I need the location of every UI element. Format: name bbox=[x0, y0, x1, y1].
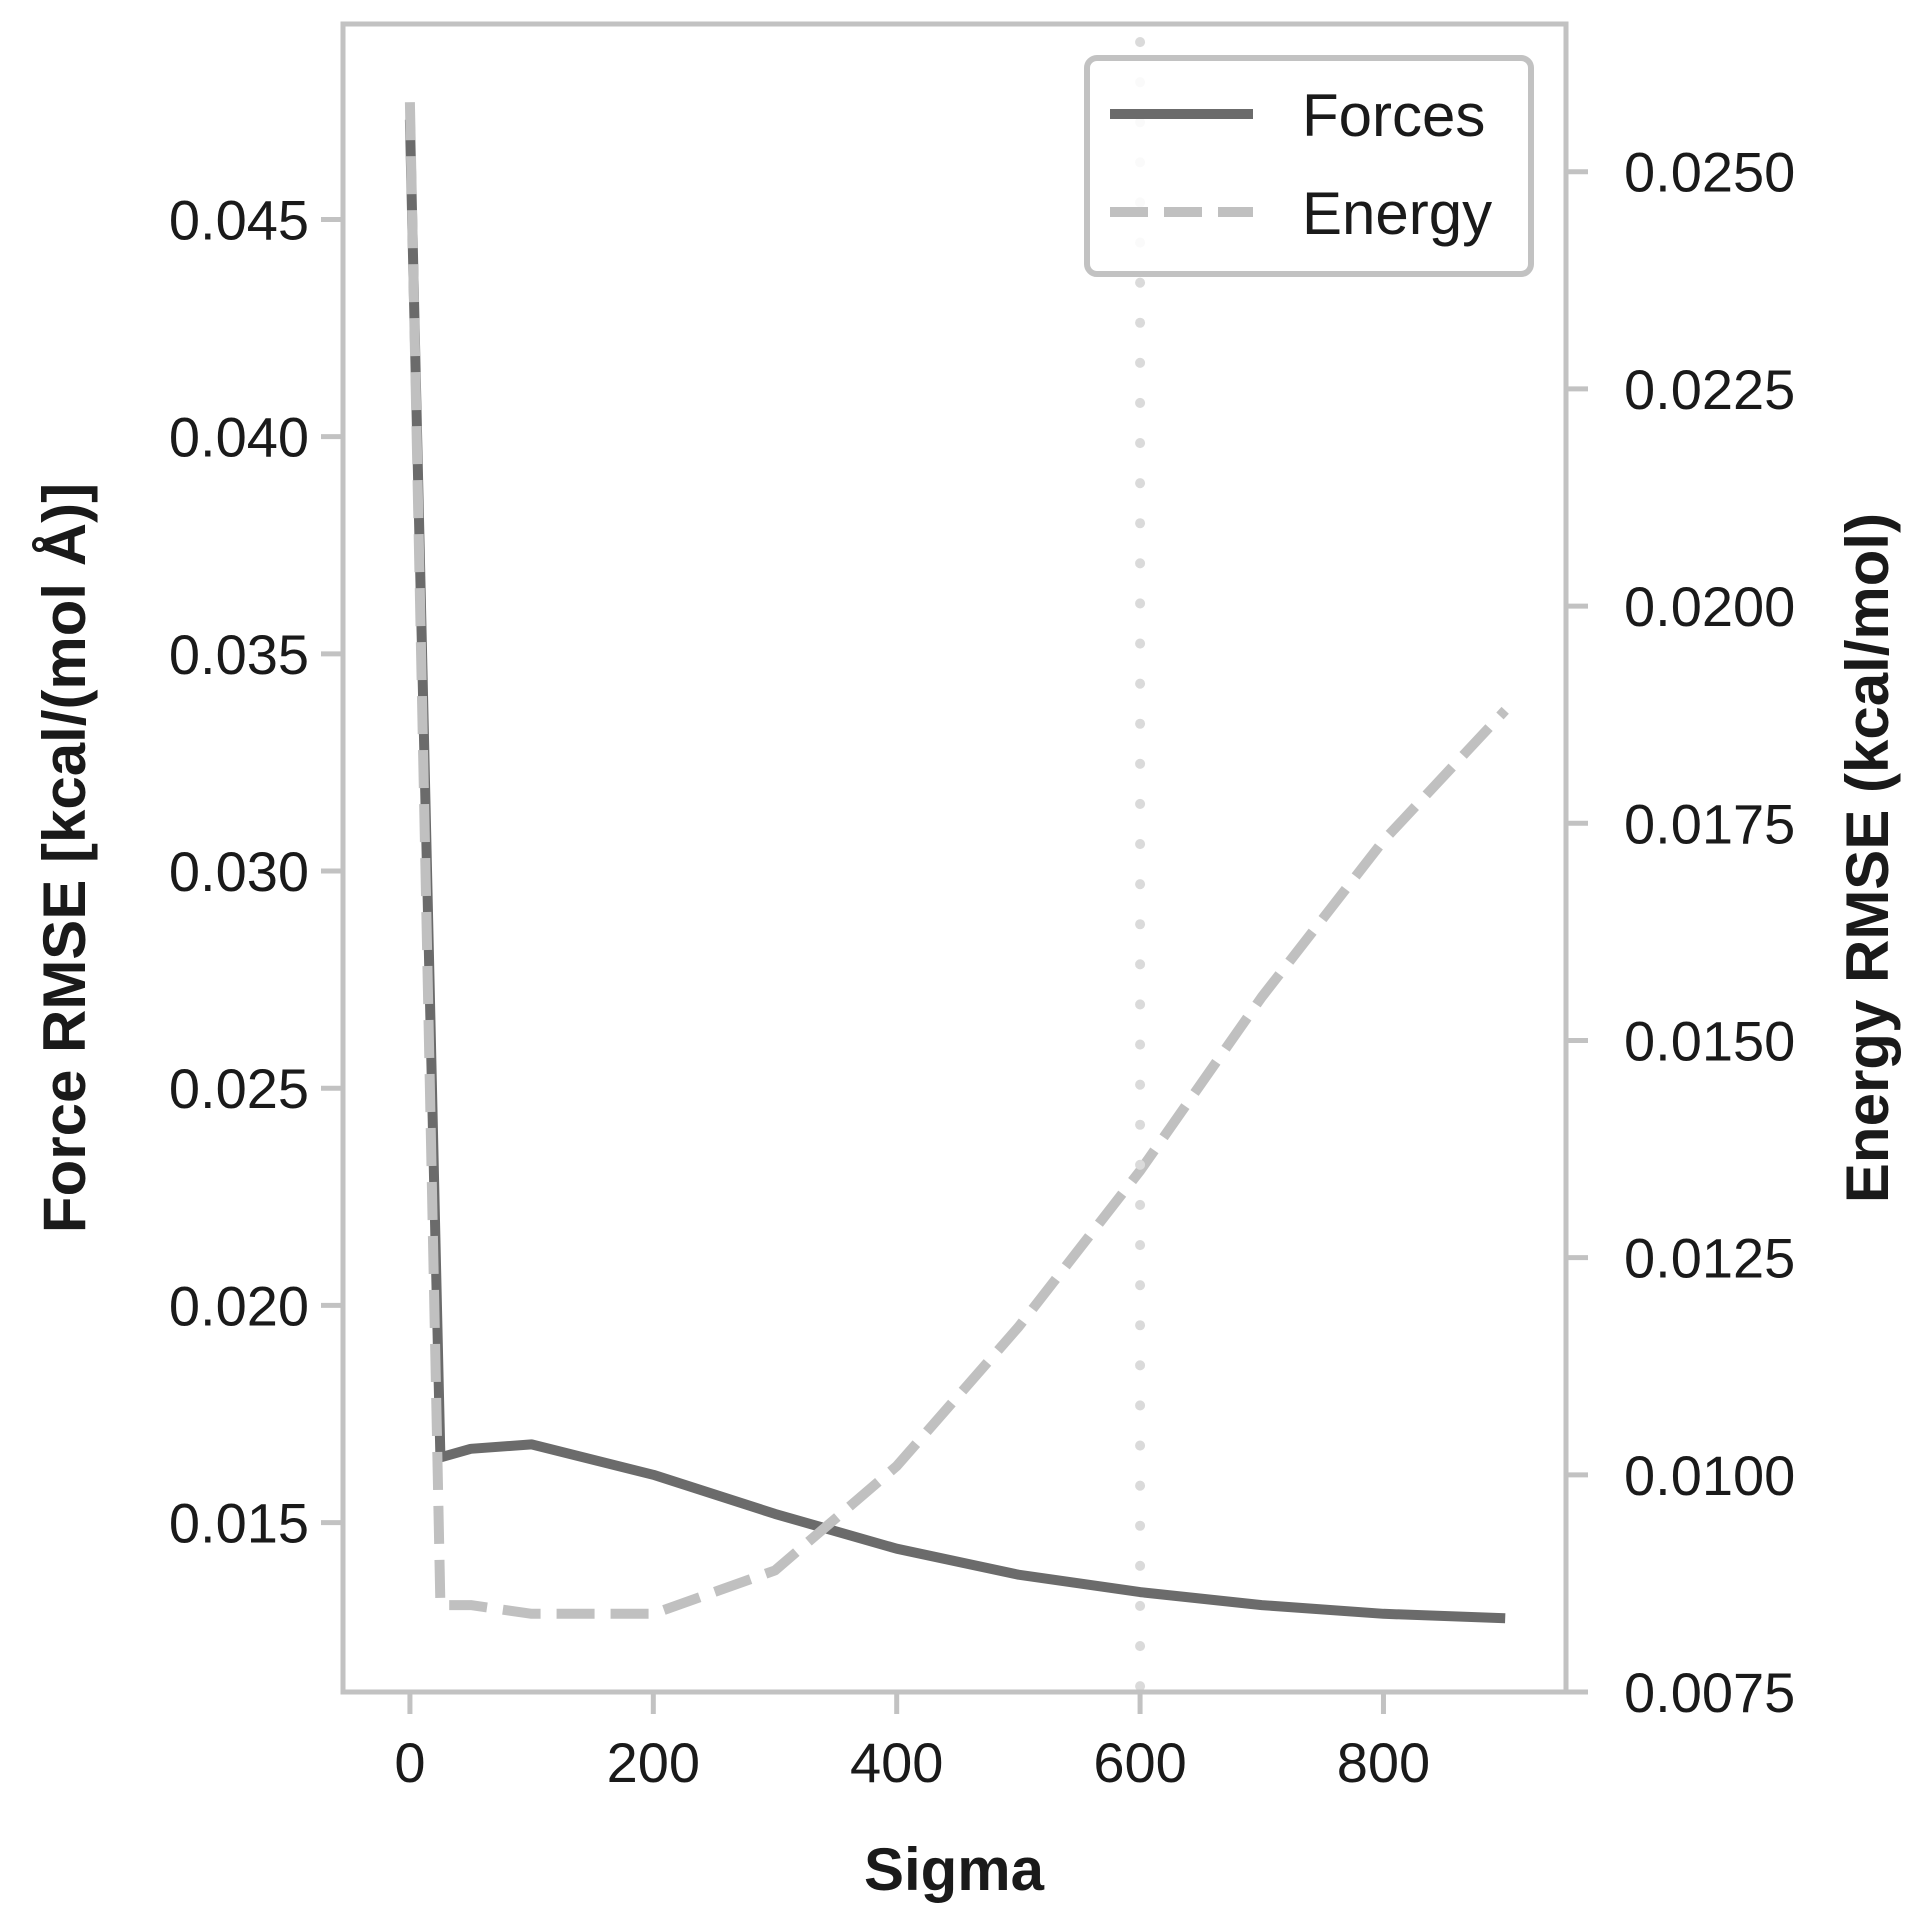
x-tick-label: 600 bbox=[1093, 1731, 1186, 1794]
right-y-tick-label: 0.0100 bbox=[1624, 1444, 1795, 1507]
left-y-axis-title: Force RMSE [kcal/(mol Å)] bbox=[31, 483, 98, 1233]
left-y-tick-label: 0.045 bbox=[169, 188, 309, 251]
left-y-tick-label: 0.020 bbox=[169, 1274, 309, 1337]
right-y-tick-label: 0.0200 bbox=[1624, 575, 1795, 638]
left-y-tick-label: 0.030 bbox=[169, 840, 309, 903]
right-y-tick-label: 0.0175 bbox=[1624, 792, 1795, 855]
x-axis-title: Sigma bbox=[864, 1836, 1045, 1903]
right-y-tick-label: 0.0075 bbox=[1624, 1661, 1795, 1724]
legend: Forces Energy bbox=[1084, 55, 1534, 277]
plot-frame bbox=[340, 21, 1569, 1695]
right-y-tick-label: 0.0150 bbox=[1624, 1009, 1795, 1072]
legend-label-forces: Forces bbox=[1302, 82, 1485, 149]
series-layer bbox=[404, 102, 1509, 1624]
right-y-axis-ticks: 0.0075 0.0100 0.0125 0.0150 0.0175 0.0200 0.02… bbox=[1566, 141, 1795, 1724]
right-y-axis-title: Energy RMSE (kcal/mol) bbox=[1834, 513, 1901, 1203]
right-y-tick-label: 0.0225 bbox=[1624, 358, 1795, 421]
x-axis-ticks: 0 200 400 600 800 bbox=[394, 1692, 1430, 1794]
left-y-tick-label: 0.025 bbox=[169, 1057, 309, 1120]
right-y-tick-label: 0.0125 bbox=[1624, 1227, 1795, 1290]
left-y-tick-label: 0.015 bbox=[169, 1492, 309, 1555]
right-y-tick-label: 0.0250 bbox=[1624, 141, 1795, 204]
x-tick-label: 400 bbox=[850, 1731, 943, 1794]
x-tick-label: 0 bbox=[394, 1731, 425, 1794]
series-line-energy bbox=[404, 102, 1509, 1619]
left-y-tick-label: 0.035 bbox=[169, 623, 309, 686]
series-line-forces bbox=[404, 119, 1506, 1624]
x-tick-label: 200 bbox=[607, 1731, 700, 1794]
legend-label-energy: Energy bbox=[1302, 180, 1492, 247]
x-tick-label: 800 bbox=[1337, 1731, 1430, 1794]
left-y-axis-ticks: 0.015 0.020 0.025 0.030 0.035 0.040 0.045 bbox=[169, 188, 343, 1555]
left-y-tick-label: 0.040 bbox=[169, 406, 309, 469]
